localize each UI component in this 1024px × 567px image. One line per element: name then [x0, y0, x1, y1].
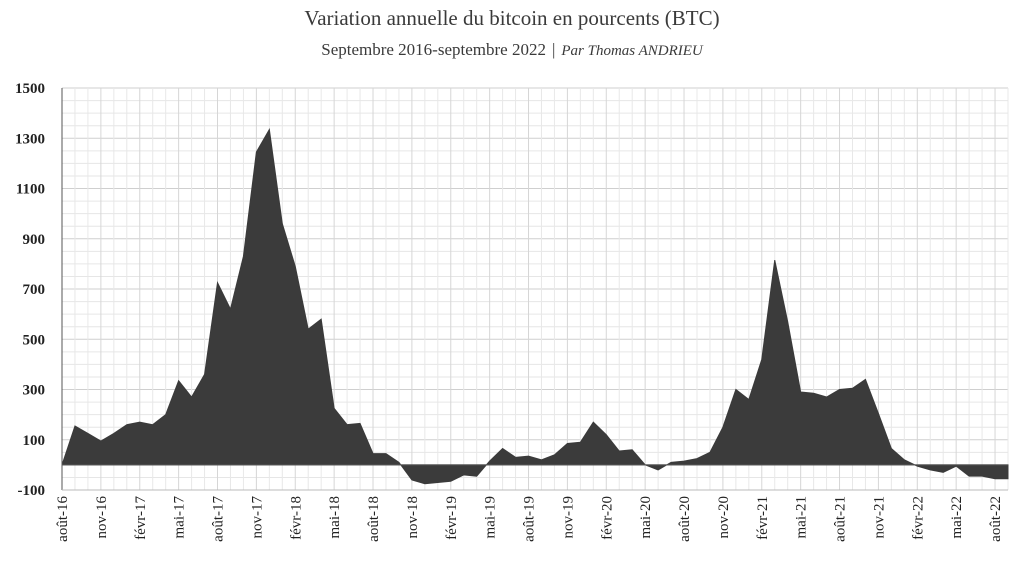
x-tick-label: mai-21	[794, 496, 810, 539]
y-tick-label: 300	[23, 383, 46, 399]
x-tick-label: nov-18	[405, 496, 421, 539]
x-tick-label: févr-20	[599, 496, 615, 540]
x-tick-label: févr-18	[288, 496, 304, 540]
x-tick-label: nov-16	[94, 496, 110, 539]
x-tick-label: févr-17	[133, 496, 149, 540]
y-tick-label: 700	[23, 282, 46, 298]
x-tick-label: mai-19	[483, 496, 499, 539]
x-tick-label: mai-17	[172, 496, 188, 539]
axes	[61, 88, 1008, 491]
x-tick-label: mai-18	[327, 496, 343, 539]
x-tick-label: nov-21	[871, 496, 887, 539]
y-tick-label: 900	[23, 232, 46, 248]
y-tick-label: 1100	[16, 182, 45, 198]
x-tick-label: févr-21	[755, 496, 771, 540]
y-tick-label: 1500	[15, 81, 45, 97]
subtitle-separator: |	[551, 40, 556, 59]
x-tick-label: août-20	[677, 496, 693, 542]
data-points	[61, 129, 1009, 484]
x-tick-label: nov-17	[249, 496, 265, 539]
series-area	[61, 127, 1009, 485]
x-tick-label: mai-20	[638, 496, 654, 539]
x-tick-label: août-21	[833, 496, 849, 542]
x-tick-label: août-22	[988, 496, 1004, 542]
y-tick-label: -100	[18, 483, 46, 499]
x-tick-labels: août-16 nov-16 févr-17 mai-17 août-17 nov-17 f…	[55, 496, 1004, 542]
y-tick-label: 1300	[15, 131, 45, 147]
y-tick-labels: -100 100 300 500 700 900 1100 1300 1500	[15, 81, 45, 499]
data-area	[61, 127, 1009, 485]
x-tick-label: nov-19	[560, 496, 576, 539]
chart-author: Par Thomas ANDRIEU	[561, 43, 703, 59]
x-tick-label: févr-22	[910, 496, 926, 540]
chart-title: Variation annuelle du bitcoin en pourcen…	[304, 6, 720, 30]
y-tick-label: 100	[23, 433, 46, 449]
x-tick-label: août-16	[55, 496, 71, 542]
y-tick-label: 500	[23, 332, 46, 348]
x-tick-label: févr-19	[444, 496, 460, 540]
x-tick-label: août-17	[211, 496, 227, 542]
chart-subtitle-line: Septembre 2016-septembre 2022 | Par Thomas…	[0, 40, 1024, 60]
x-tick-label: mai-22	[949, 496, 965, 539]
x-tick-label: nov-20	[716, 496, 732, 539]
chart-subtitle: Septembre 2016-septembre 2022	[321, 40, 546, 59]
x-tick-label: août-18	[366, 496, 382, 542]
x-tick-label: août-19	[522, 496, 538, 542]
